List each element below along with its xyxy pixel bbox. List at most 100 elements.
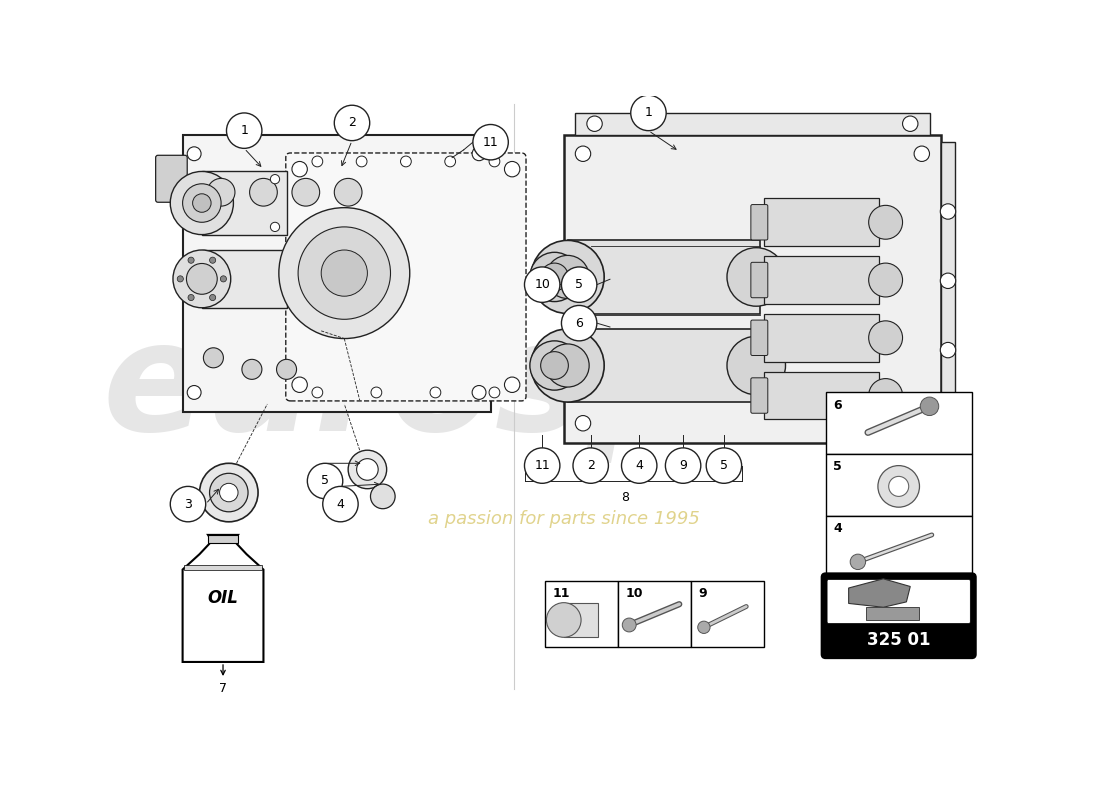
Circle shape — [209, 257, 216, 263]
Circle shape — [697, 621, 711, 634]
Circle shape — [561, 306, 597, 341]
Circle shape — [170, 171, 233, 234]
Circle shape — [666, 448, 701, 483]
Circle shape — [940, 412, 956, 427]
Bar — [544, 581, 618, 646]
Text: 11: 11 — [483, 136, 498, 149]
Bar — [208, 535, 238, 542]
Circle shape — [573, 448, 608, 483]
Circle shape — [227, 113, 262, 148]
FancyBboxPatch shape — [822, 574, 976, 658]
FancyBboxPatch shape — [183, 134, 491, 412]
FancyBboxPatch shape — [751, 320, 768, 355]
FancyBboxPatch shape — [156, 155, 187, 202]
Circle shape — [940, 273, 956, 289]
Text: 3: 3 — [184, 498, 191, 510]
Circle shape — [321, 250, 367, 296]
Circle shape — [727, 248, 785, 306]
Circle shape — [490, 387, 499, 398]
Bar — [825, 454, 972, 516]
Circle shape — [322, 486, 359, 522]
Text: 2: 2 — [348, 117, 356, 130]
Polygon shape — [849, 578, 911, 607]
Text: 4: 4 — [337, 498, 344, 510]
Circle shape — [869, 263, 902, 297]
Circle shape — [850, 554, 866, 570]
FancyBboxPatch shape — [563, 134, 942, 442]
Circle shape — [242, 359, 262, 379]
Circle shape — [292, 178, 320, 206]
Circle shape — [472, 386, 486, 399]
Circle shape — [547, 602, 581, 638]
Circle shape — [192, 194, 211, 212]
Circle shape — [940, 342, 956, 358]
Text: 325 01: 325 01 — [867, 631, 931, 650]
Circle shape — [276, 359, 297, 379]
Circle shape — [575, 146, 591, 162]
Circle shape — [271, 174, 279, 184]
Text: 2: 2 — [586, 459, 595, 472]
Circle shape — [250, 178, 277, 206]
Circle shape — [561, 267, 597, 302]
Circle shape — [220, 483, 238, 502]
Circle shape — [541, 263, 569, 291]
FancyBboxPatch shape — [751, 262, 768, 298]
Circle shape — [914, 146, 929, 162]
Bar — [202, 250, 286, 308]
Circle shape — [727, 336, 785, 394]
Circle shape — [546, 344, 590, 387]
Text: OIL: OIL — [208, 590, 239, 607]
Circle shape — [530, 252, 579, 302]
Text: a passion for parts since 1995: a passion for parts since 1995 — [428, 510, 700, 529]
Circle shape — [621, 448, 657, 483]
Bar — [825, 393, 972, 454]
FancyBboxPatch shape — [827, 579, 970, 623]
Circle shape — [541, 352, 569, 379]
Text: 4: 4 — [636, 459, 644, 472]
Circle shape — [472, 147, 486, 161]
Bar — [568, 240, 760, 314]
Text: 9: 9 — [679, 459, 688, 472]
Circle shape — [706, 448, 741, 483]
Circle shape — [586, 116, 603, 131]
Circle shape — [312, 156, 322, 167]
Text: 10: 10 — [625, 587, 642, 600]
Text: 7: 7 — [219, 682, 227, 695]
Circle shape — [279, 208, 410, 338]
Circle shape — [371, 387, 382, 398]
Circle shape — [630, 95, 667, 130]
Circle shape — [914, 415, 929, 431]
Circle shape — [177, 276, 184, 282]
Circle shape — [298, 227, 390, 319]
Circle shape — [292, 162, 307, 177]
Bar — [184, 565, 262, 570]
Circle shape — [525, 267, 560, 302]
Text: 9: 9 — [698, 587, 707, 600]
Circle shape — [307, 463, 343, 498]
Circle shape — [170, 486, 206, 522]
Text: 11: 11 — [552, 587, 570, 600]
Text: eurosport: eurosport — [102, 314, 948, 463]
Bar — [866, 606, 920, 620]
Bar — [691, 581, 763, 646]
Text: 6: 6 — [834, 398, 842, 412]
Bar — [763, 256, 880, 304]
Circle shape — [878, 466, 920, 507]
Circle shape — [188, 294, 195, 301]
Circle shape — [546, 255, 590, 298]
Circle shape — [183, 184, 221, 222]
Circle shape — [187, 386, 201, 399]
Text: 6: 6 — [575, 317, 583, 330]
Circle shape — [271, 222, 279, 231]
Text: 5: 5 — [321, 474, 329, 487]
Circle shape — [371, 484, 395, 509]
Circle shape — [525, 448, 560, 483]
Circle shape — [444, 156, 455, 167]
Polygon shape — [183, 535, 264, 662]
Circle shape — [530, 341, 579, 390]
FancyBboxPatch shape — [286, 153, 526, 401]
Bar — [618, 581, 691, 646]
Circle shape — [334, 178, 362, 206]
Circle shape — [209, 474, 249, 512]
Circle shape — [869, 321, 902, 354]
